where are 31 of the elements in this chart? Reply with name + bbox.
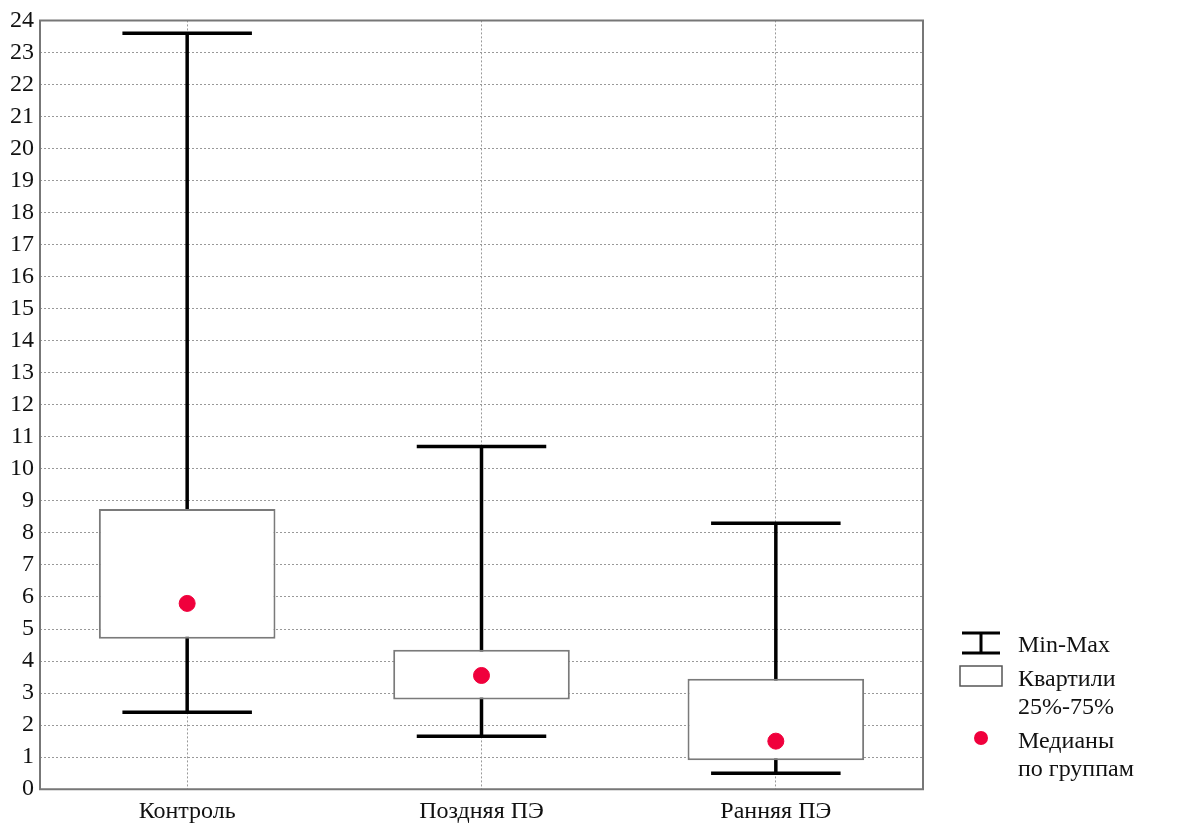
x-tick-label: Ранняя ПЭ xyxy=(720,796,832,823)
y-tick-label: 4 xyxy=(22,646,34,673)
y-tick-label: 13 xyxy=(10,358,34,385)
y-tick-label: 0 xyxy=(22,774,34,801)
y-tick-label: 11 xyxy=(10,422,34,449)
y-tick-label: 15 xyxy=(10,294,34,320)
y-tick-label: 17 xyxy=(10,229,34,256)
text: Min-Max xyxy=(1018,630,1111,658)
y-tick-label: 16 xyxy=(10,261,34,288)
y-tick-label: 21 xyxy=(10,101,34,128)
y-tick-label: 8 xyxy=(22,518,34,545)
y-tick-label: 23 xyxy=(10,37,34,64)
x-tick-label: Поздняя ПЭ xyxy=(419,796,544,823)
y-tick-label: 9 xyxy=(22,486,34,513)
y-tick-label: 12 xyxy=(10,390,34,417)
y-tick-label: 6 xyxy=(22,582,34,609)
text: Медианы по группам xyxy=(1018,726,1135,782)
y-tick-label: 1 xyxy=(22,742,34,769)
y-tick-label: 20 xyxy=(10,133,34,160)
y-tick-label: 19 xyxy=(10,165,34,192)
text: Квартили 25%-75% xyxy=(1018,664,1117,720)
y-tick-label: 2 xyxy=(22,710,34,737)
y-tick-label: 18 xyxy=(10,197,34,224)
y-tick-label: 14 xyxy=(10,326,34,353)
x-tick-label: Контроль xyxy=(138,796,236,823)
y-tick-label: 5 xyxy=(22,614,34,641)
y-tick-label: 22 xyxy=(10,69,34,96)
y-tick-label: 10 xyxy=(10,454,34,481)
y-tick-label: 7 xyxy=(22,550,34,577)
y-tick-label: 24 xyxy=(10,5,34,32)
y-tick-label: 3 xyxy=(22,678,34,705)
